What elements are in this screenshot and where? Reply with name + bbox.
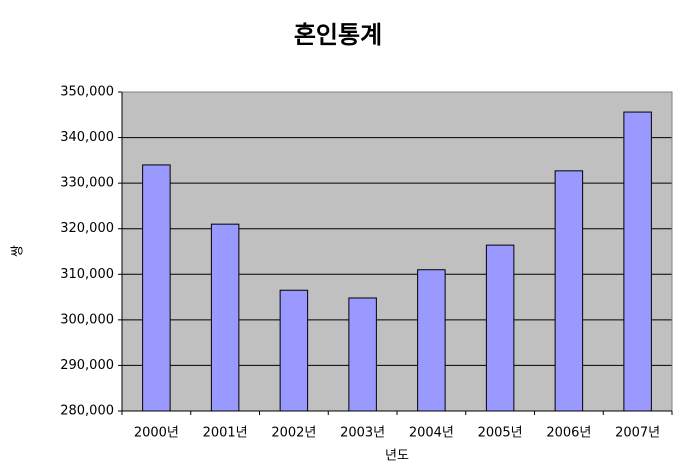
y-axis-label: 쌍: [11, 245, 26, 257]
x-tick-label: 2001년: [203, 426, 248, 441]
bar: [417, 269, 446, 412]
y-tick-label: 350,000: [60, 85, 114, 100]
x-tick-label: 2004년: [409, 426, 454, 441]
y-tick-label: 330,000: [60, 176, 114, 191]
x-tick-label: 2005년: [478, 426, 523, 441]
bar: [142, 164, 171, 412]
y-tick-label: 280,000: [60, 404, 114, 419]
bar: [554, 170, 584, 412]
y-tick-label: 310,000: [60, 267, 114, 282]
bar: [623, 111, 652, 412]
x-tick-label: 2007년: [615, 426, 660, 441]
x-tick-label: 2006년: [546, 426, 591, 441]
y-tick-label: 320,000: [60, 221, 114, 236]
bar: [279, 289, 309, 412]
plot-area: [122, 92, 672, 411]
x-tick-label: 2003년: [340, 426, 385, 441]
x-axis-label: 년도: [385, 449, 409, 464]
x-tick-label: 2002년: [271, 426, 316, 441]
y-tick-label: 340,000: [60, 130, 114, 145]
bar: [348, 297, 377, 412]
y-tick-label: 290,000: [60, 358, 114, 373]
y-tick-label: 300,000: [60, 312, 114, 327]
bar: [485, 244, 515, 412]
x-tick-label: 2000년: [134, 426, 179, 441]
bar: [210, 223, 240, 412]
chart-title: 혼인통계: [294, 21, 382, 49]
